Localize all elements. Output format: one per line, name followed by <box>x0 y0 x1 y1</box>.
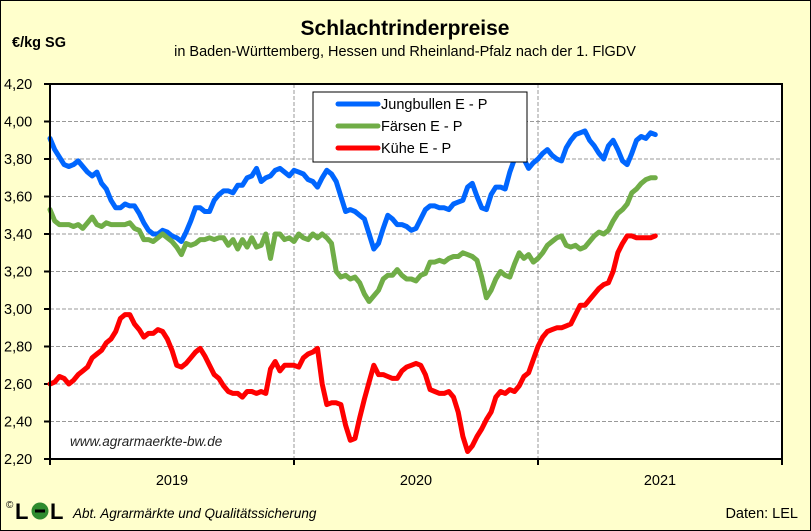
logo-bar <box>35 509 45 513</box>
y-tick-label: 2,40 <box>4 415 32 431</box>
series-line-kühe-e-p <box>47 233 658 454</box>
y-tick-label: 2,80 <box>4 340 32 356</box>
series-layer <box>47 128 658 454</box>
series-line-jungbullen-e-p <box>47 128 658 252</box>
x-tick-label: 2020 <box>400 473 432 489</box>
plot-border <box>49 83 783 460</box>
x-gridlines <box>293 84 539 459</box>
x-axis-ticks: 2019 2020 2021 <box>49 459 783 489</box>
chart-title: Schlachtrinderpreise <box>301 17 510 40</box>
y-tick-label: 3,60 <box>4 190 32 206</box>
y-tick-label: 2,60 <box>4 377 32 393</box>
legend-label: Färsen E - P <box>381 119 462 135</box>
logo-text: L <box>15 499 28 524</box>
y-axis-unit-label: €/kg SG <box>12 35 66 51</box>
y-tick-label: 2,20 <box>4 452 32 468</box>
logo-text-l2: L <box>50 499 63 524</box>
chart-subtitle: in Baden-Württemberg, Hessen und Rheinla… <box>174 44 636 60</box>
series-line-färsen-e-p <box>47 175 658 304</box>
y-tick-label: 4,20 <box>4 77 32 93</box>
y-axis-ticks: 2,20 2,40 2,60 2,80 3,00 3,20 3,40 3,60 3,80 4,00… <box>4 77 50 468</box>
y-tick-label: 3,80 <box>4 152 32 168</box>
legend-label: Kühe E - P <box>381 141 451 157</box>
watermark-url: www.agrarmaerkte-bw.de <box>70 434 222 449</box>
y-tick-label: 3,00 <box>4 302 32 318</box>
y-tick-label: 3,40 <box>4 227 32 243</box>
data-source-label: Daten: LEL <box>725 506 798 522</box>
lel-logo: L L <box>15 499 63 524</box>
x-tick-label: 2019 <box>156 473 188 489</box>
y-tick-label: 3,20 <box>4 265 32 281</box>
legend-label: Jungbullen E - P <box>381 97 487 113</box>
x-tick-label: 2021 <box>644 473 676 489</box>
legend: Jungbullen E - P Färsen E - P Kühe E - P <box>312 91 528 163</box>
department-label: Abt. Agrarmärkte und Qualitätssicherung <box>72 506 317 521</box>
copyright-symbol: © <box>6 500 14 511</box>
y-tick-label: 4,00 <box>4 115 32 131</box>
